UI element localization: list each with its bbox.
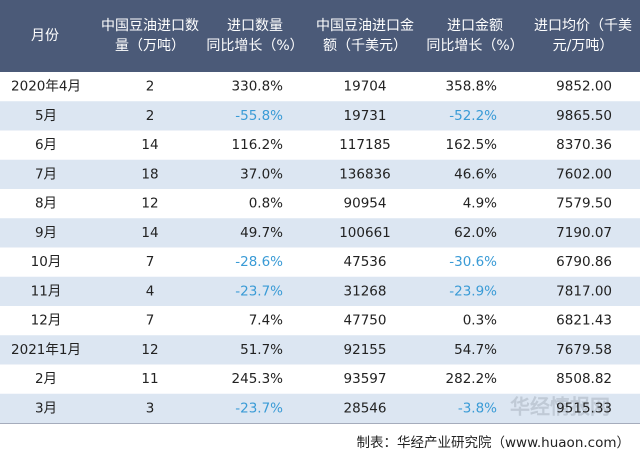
- cell: 47536: [344, 254, 387, 270]
- header-cell: 进口金额: [447, 18, 503, 34]
- cell: 6月: [35, 137, 57, 153]
- row-background: [0, 276, 640, 306]
- cell: 90954: [344, 196, 387, 212]
- header-cell: 中国豆油进口数: [101, 18, 199, 34]
- cell: 100661: [339, 225, 391, 241]
- cell: 51.7%: [240, 342, 283, 358]
- cell: 3: [146, 400, 155, 416]
- header-cell: 月份: [31, 28, 59, 44]
- cell: 2021年1月: [11, 342, 81, 358]
- cell: 116.2%: [232, 137, 284, 153]
- header-cell: 中国豆油进口金: [316, 18, 414, 34]
- cell: 7.4%: [249, 313, 283, 329]
- header-cell: 同比增长（%）: [206, 38, 303, 54]
- cell: 92155: [344, 342, 387, 358]
- cell: 7579.50: [556, 196, 612, 212]
- cell: 245.3%: [232, 371, 284, 387]
- cell: 7679.58: [556, 342, 612, 358]
- cell: 7817.00: [556, 283, 612, 299]
- cell: 0.8%: [249, 196, 283, 212]
- cell: 6821.43: [556, 313, 612, 329]
- cell: 2: [146, 79, 155, 95]
- cell: 358.8%: [446, 79, 498, 95]
- row-background: [0, 335, 640, 365]
- cell: 31268: [344, 283, 387, 299]
- cell: 4: [146, 283, 155, 299]
- cell: 14: [141, 225, 158, 241]
- cell: 49.7%: [240, 225, 283, 241]
- cell: 162.5%: [446, 137, 498, 153]
- header-cell: 进口数量: [227, 18, 283, 34]
- cell: 136836: [339, 166, 391, 182]
- cell: 6790.86: [556, 254, 612, 270]
- cell: 54.7%: [454, 342, 497, 358]
- cell: 11: [141, 371, 158, 387]
- cell: 7602.00: [556, 166, 612, 182]
- row-background: [0, 130, 640, 160]
- cell: 14: [141, 137, 158, 153]
- cell: -23.9%: [449, 283, 497, 299]
- cell: 330.8%: [232, 79, 284, 95]
- cell: -55.8%: [235, 108, 283, 124]
- cell: 8370.36: [556, 137, 612, 153]
- cell: 9515.33: [556, 400, 612, 416]
- cell: -52.2%: [449, 108, 497, 124]
- cell: 12月: [31, 313, 62, 329]
- row-background: [0, 72, 640, 102]
- cell: 19731: [344, 108, 387, 124]
- cell: -3.8%: [458, 400, 497, 416]
- cell: -28.6%: [235, 254, 283, 270]
- row-background: [0, 393, 640, 423]
- row-background: [0, 159, 640, 189]
- cell: 5月: [35, 108, 57, 124]
- cell: 2: [146, 108, 155, 124]
- row-background: [0, 364, 640, 394]
- cell: -23.7%: [235, 283, 283, 299]
- header-cell: 元/万吨）: [553, 38, 614, 54]
- cell: 2月: [35, 371, 57, 387]
- cell: 28546: [344, 400, 387, 416]
- cell: 19704: [344, 79, 387, 95]
- cell: -30.6%: [449, 254, 497, 270]
- cell: 7: [146, 313, 155, 329]
- row-background: [0, 189, 640, 219]
- header-cell: 进口均价（千美: [534, 18, 632, 34]
- cell: 0.3%: [463, 313, 497, 329]
- cell: 282.2%: [446, 371, 498, 387]
- header-background: [0, 0, 640, 72]
- cell: 62.0%: [454, 225, 497, 241]
- cell: 10月: [31, 254, 62, 270]
- cell: 11月: [31, 283, 62, 299]
- cell: 7月: [35, 166, 57, 182]
- cell: 12: [141, 342, 158, 358]
- cell: 3月: [35, 400, 57, 416]
- row-background: [0, 247, 640, 277]
- watermark: 华经情报网: [510, 395, 610, 419]
- cell: -23.7%: [235, 400, 283, 416]
- cell: 93597: [344, 371, 387, 387]
- row-background: [0, 306, 640, 336]
- cell: 2020年4月: [11, 79, 81, 95]
- cell: 117185: [339, 137, 391, 153]
- cell: 37.0%: [240, 166, 283, 182]
- cell: 9月: [35, 225, 57, 241]
- cell: 4.9%: [463, 196, 497, 212]
- cell: 47750: [344, 313, 387, 329]
- row-background: [0, 218, 640, 248]
- cell: 7: [146, 254, 155, 270]
- cell: 9852.00: [556, 79, 612, 95]
- header-cell: 额（千美元）: [323, 38, 407, 54]
- header-cell: 同比增长（%）: [426, 38, 523, 54]
- cell: 12: [141, 196, 158, 212]
- cell: 8508.82: [556, 371, 612, 387]
- footer: 制表：华经产业研究院（www.huaon.com）: [357, 435, 631, 451]
- cell: 18: [141, 166, 158, 182]
- cell: 46.6%: [454, 166, 497, 182]
- cell: 9865.50: [556, 108, 612, 124]
- cell: 7190.07: [556, 225, 612, 241]
- header-cell: 量（万吨）: [115, 38, 185, 54]
- cell: 8月: [35, 196, 57, 212]
- row-background: [0, 101, 640, 131]
